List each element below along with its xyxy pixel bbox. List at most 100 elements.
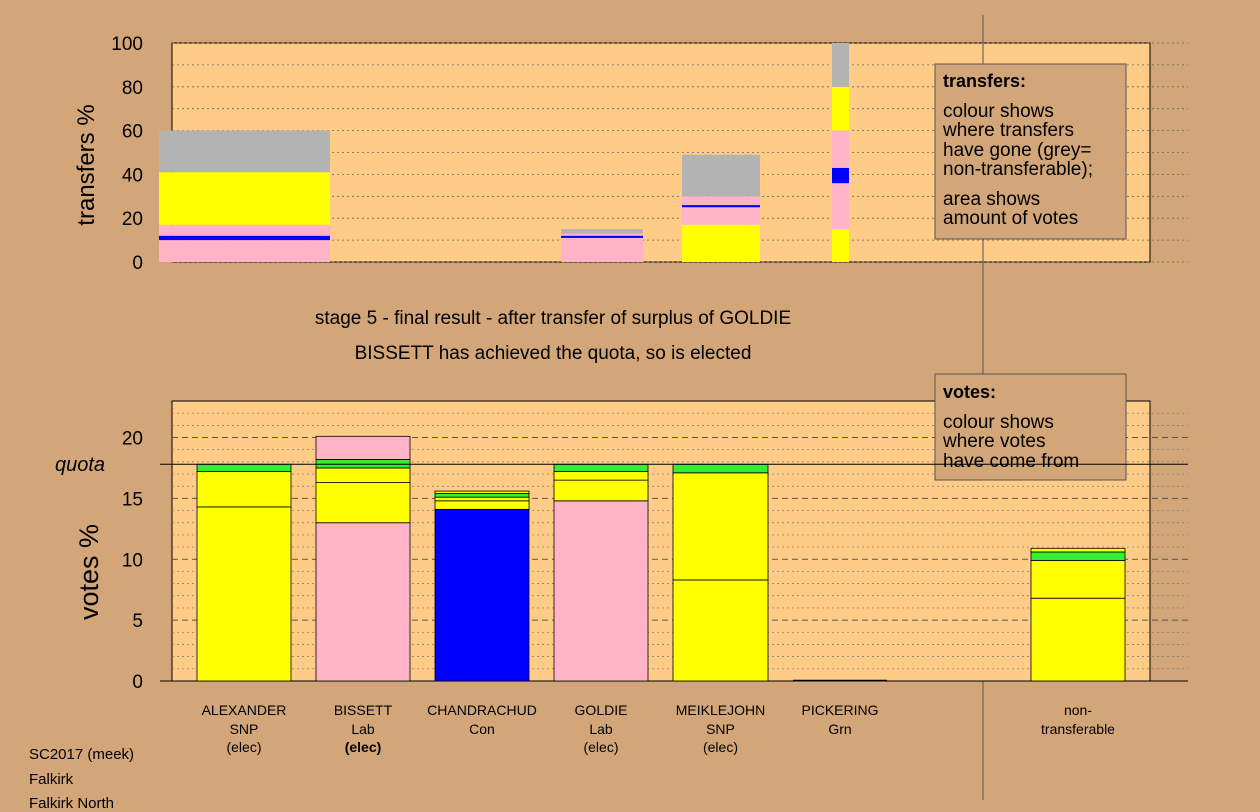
footer-council: Falkirk bbox=[29, 771, 74, 788]
votes-y-ticks: 0 5 10 15 20 bbox=[122, 429, 143, 693]
nontransferable-label: transferable bbox=[1041, 721, 1115, 737]
transfers-y-tick-label: 40 bbox=[122, 165, 143, 186]
votes-bar-segment bbox=[315, 482, 411, 524]
transfers-bar-segment bbox=[832, 229, 849, 262]
votes-y-tick-label: 0 bbox=[132, 672, 143, 693]
votes-legend-title: votes: bbox=[943, 382, 996, 402]
votes-bar-segment bbox=[1030, 560, 1126, 599]
votes-category-labels: ALEXANDER SNP (elec) BISSETT Lab (elec) CHANDR… bbox=[202, 702, 1116, 755]
votes-bar-segment bbox=[434, 496, 530, 502]
transfers-y-axis-label: transfers % bbox=[73, 104, 100, 225]
votes-legend: votes: colour shows where votes have com… bbox=[934, 373, 1127, 481]
nontransferable-label: non- bbox=[1064, 702, 1092, 718]
votes-bar-segment bbox=[315, 522, 411, 682]
votes-bar-segment bbox=[315, 459, 411, 469]
category-name: MEIKLEJOHN bbox=[676, 702, 765, 718]
category-party: Lab bbox=[351, 721, 375, 737]
transfers-bar-segment bbox=[561, 235, 643, 238]
transfers-legend-line: where transfers bbox=[942, 120, 1074, 141]
transfers-legend-line: amount of votes bbox=[943, 208, 1078, 229]
transfers-bar-segment bbox=[159, 172, 330, 225]
votes-bar-segment bbox=[672, 472, 769, 581]
votes-bar-segment bbox=[553, 500, 649, 682]
votes-bar-segment bbox=[196, 506, 292, 682]
votes-y-tick-label: 5 bbox=[132, 611, 143, 632]
transfers-legend-line: colour shows bbox=[943, 101, 1054, 122]
votes-legend-box bbox=[934, 373, 1127, 481]
transfers-y-tick-label: 20 bbox=[122, 209, 143, 230]
transfers-legend-line: non-transferable); bbox=[943, 159, 1093, 180]
votes-plot: 0 5 10 15 20 ALEXANDER SNP (elec) BISSETT Lab (el… bbox=[55, 400, 1188, 755]
stage-caption: stage 5 - final result - after transfer … bbox=[315, 308, 791, 329]
transfers-bar-segment bbox=[832, 86, 849, 131]
votes-legend-text: colour shows where votes have come from bbox=[942, 412, 1079, 472]
votes-bar-segment bbox=[196, 471, 292, 508]
category-status: (elec) bbox=[226, 739, 261, 755]
transfers-bar-segment bbox=[682, 196, 760, 206]
votes-y-tick-label: 15 bbox=[122, 489, 143, 510]
category-name: GOLDIE bbox=[575, 702, 628, 718]
votes-bar-segment bbox=[553, 479, 649, 502]
transfers-legend-box bbox=[934, 63, 1127, 240]
votes-bar-segment bbox=[315, 435, 411, 460]
transfers-bar-segment bbox=[159, 224, 330, 236]
transfers-bar-segment bbox=[682, 154, 760, 197]
votes-bar-segment bbox=[553, 463, 649, 473]
category-party: Con bbox=[469, 721, 495, 737]
votes-bar-segment bbox=[672, 463, 769, 474]
votes-legend-line: where votes bbox=[942, 431, 1045, 452]
votes-bar-segment bbox=[434, 508, 530, 682]
transfers-y-ticks: 0 20 40 60 80 100 bbox=[111, 34, 143, 274]
footer-ward: Falkirk North bbox=[29, 795, 115, 812]
votes-bar-segment bbox=[315, 467, 411, 483]
votes-bar-segment bbox=[434, 490, 530, 494]
transfers-bar-segment bbox=[159, 130, 330, 173]
transfers-legend-title: transfers: bbox=[943, 71, 1026, 91]
category-name: PICKERING bbox=[801, 702, 878, 718]
category-name: ALEXANDER bbox=[202, 702, 287, 718]
transfers-bar-segment bbox=[561, 233, 643, 236]
quota-label: quota bbox=[55, 454, 105, 476]
votes-bar-segment bbox=[1030, 551, 1126, 561]
category-status: (elec) bbox=[583, 739, 618, 755]
votes-y-tick-label: 10 bbox=[122, 550, 143, 571]
votes-bar-segment bbox=[672, 579, 769, 682]
votes-y-axis-label: votes % bbox=[74, 524, 104, 620]
category-name: CHANDRACHUD bbox=[427, 702, 537, 718]
transfers-bar-segment bbox=[682, 205, 760, 208]
category-name: BISSETT bbox=[334, 702, 393, 718]
footer-election: SC2017 (meek) bbox=[29, 746, 135, 763]
transfers-bars bbox=[159, 43, 849, 262]
votes-bar-segment bbox=[434, 500, 530, 510]
votes-bar-segment bbox=[1030, 547, 1126, 553]
category-party: SNP bbox=[706, 721, 735, 737]
transfers-bar-segment bbox=[561, 229, 643, 234]
category-status: (elec) bbox=[703, 739, 738, 755]
votes-legend-line: colour shows bbox=[943, 412, 1054, 433]
transfers-bar-segment bbox=[682, 207, 760, 225]
transfers-y-tick-label: 80 bbox=[122, 78, 143, 99]
transfers-bar-segment bbox=[682, 224, 760, 262]
transfers-bar-segment bbox=[832, 183, 849, 230]
transfers-y-tick-label: 60 bbox=[122, 122, 143, 143]
votes-bars bbox=[196, 435, 1126, 682]
category-party: Lab bbox=[589, 721, 613, 737]
transfers-legend-line: have gone (grey= bbox=[943, 140, 1091, 161]
transfers-bar-segment bbox=[159, 240, 330, 262]
transfers-legend-line: area shows bbox=[943, 189, 1040, 210]
transfers-y-tick-label: 100 bbox=[111, 34, 143, 55]
transfers-y-tick-label: 0 bbox=[132, 253, 143, 274]
votes-bar-segment bbox=[553, 471, 649, 481]
transfers-bar-segment bbox=[832, 130, 849, 168]
votes-bar-segment bbox=[1030, 597, 1126, 682]
category-party: SNP bbox=[230, 721, 259, 737]
votes-bar-segment bbox=[434, 493, 530, 498]
category-party: Grn bbox=[828, 721, 851, 737]
elected-caption: BISSETT has achieved the quota, so is el… bbox=[355, 343, 752, 364]
transfers-bar-segment bbox=[832, 167, 849, 184]
transfers-legend-text: colour shows where transfers have gone (… bbox=[942, 101, 1098, 229]
votes-y-tick-label: 20 bbox=[122, 429, 143, 450]
transfers-legend: transfers: colour shows where transfers … bbox=[934, 63, 1127, 240]
category-status: (elec) bbox=[345, 739, 382, 755]
